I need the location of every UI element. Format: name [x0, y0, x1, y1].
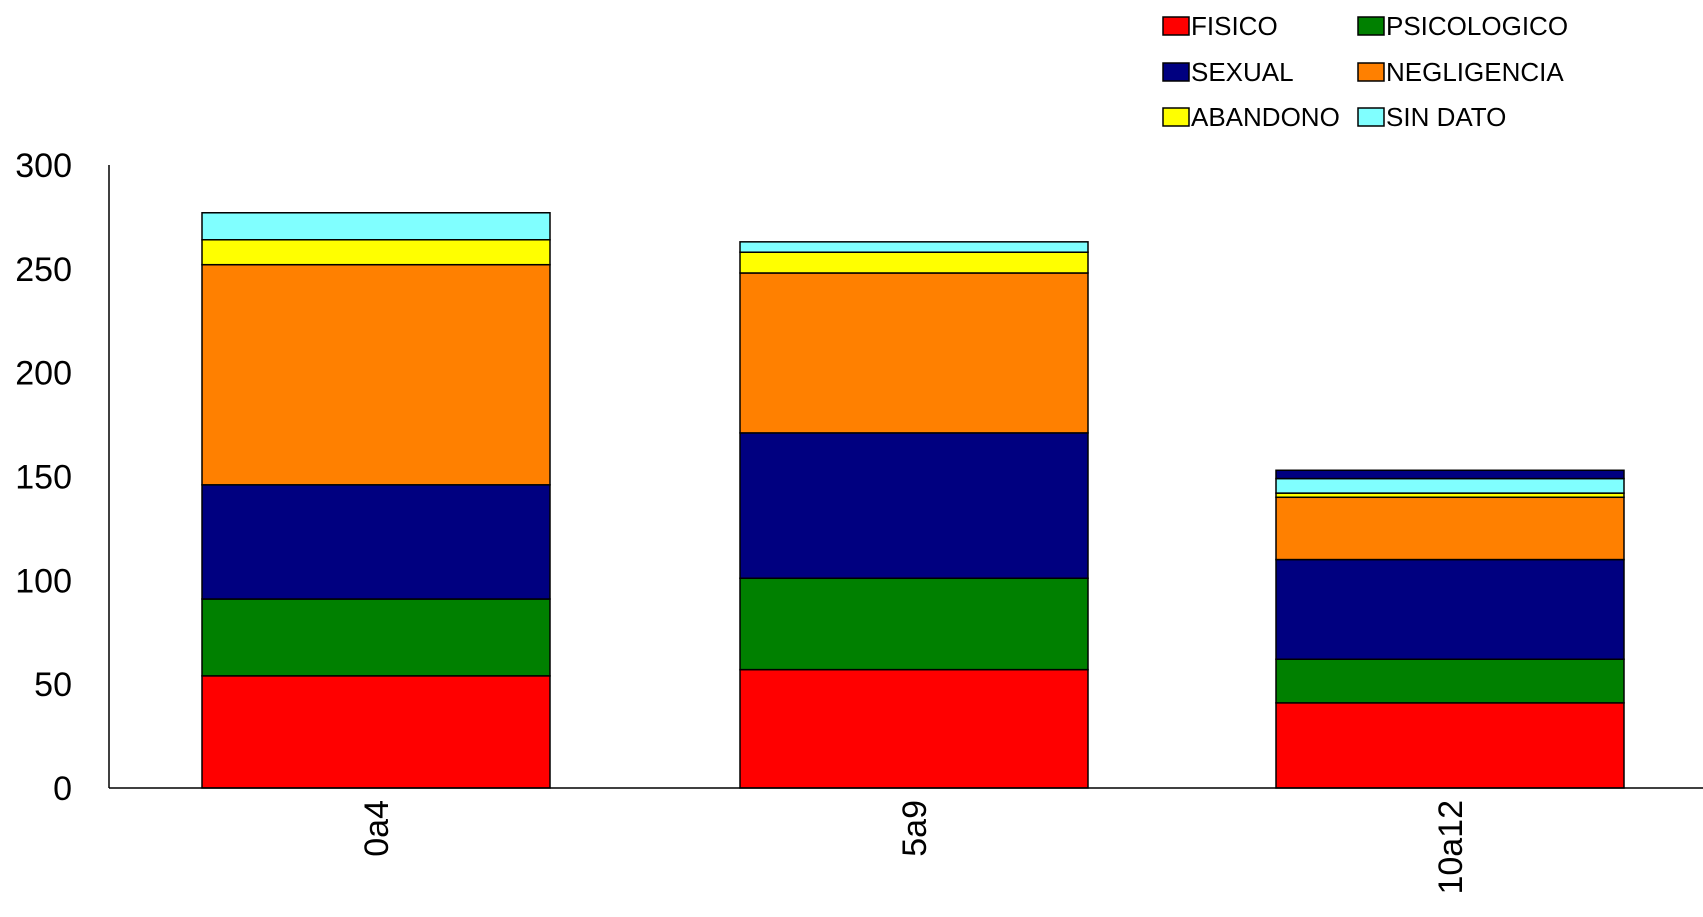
bar-segment-abandono-5a9: [739, 251, 1089, 274]
legend-swatch-fisico: [1162, 16, 1190, 36]
y-tick-label: 200: [15, 355, 72, 393]
x-tick-label-5a9: 5a9: [896, 800, 934, 857]
bar-segment-sexual-10a12: [1275, 558, 1625, 660]
bar-segment-psicologico-0a4: [201, 598, 551, 677]
y-tick-label: 100: [15, 562, 72, 600]
y-tick-label: 150: [15, 459, 72, 497]
bar-segment-sin-dato-0a4: [201, 212, 551, 241]
bar-segment-fisico-0a4: [201, 675, 551, 789]
legend-label-negligencia: NEGLIGENCIA: [1386, 57, 1564, 87]
legend-swatch-psicologico: [1357, 16, 1385, 36]
bar-segment-sin-dato-10a12: [1275, 477, 1625, 494]
bar-segment-psicologico-5a9: [739, 577, 1089, 671]
bar-segment-negligencia-10a12: [1275, 496, 1625, 561]
legend: FISICO PSICOLOGICO SEXUAL NEGLIGENCIA ABANDO…: [1162, 11, 1568, 132]
axes-layer: 0 50 100 150 200 250 300 0a4 5a9 10a12: [15, 147, 1703, 895]
bar-segment-negligencia-0a4: [201, 263, 551, 486]
y-tick-label: 50: [34, 666, 72, 704]
bar-segment-extra-10a12: [1275, 469, 1625, 480]
bar-segment-psicologico-10a12: [1275, 658, 1625, 704]
bar-segment-sin-dato-5a9: [739, 241, 1089, 253]
bar-segment-negligencia-5a9: [739, 272, 1089, 434]
y-tick-label: 250: [15, 251, 72, 289]
legend-label-psicologico: PSICOLOGICO: [1386, 11, 1568, 41]
y-tick-label: 300: [15, 147, 72, 185]
bar-segment-abandono-0a4: [201, 239, 551, 266]
bar-segment-sexual-5a9: [739, 432, 1089, 580]
legend-label-sexual: SEXUAL: [1191, 57, 1294, 87]
legend-swatch-negligencia: [1357, 62, 1385, 82]
legend-swatch-sin-dato: [1357, 107, 1385, 127]
x-tick-label-0a4: 0a4: [358, 800, 396, 857]
legend-label-sin-dato: SIN DATO: [1386, 102, 1506, 132]
x-tick-label-10a12: 10a12: [1432, 800, 1470, 895]
legend-swatch-abandono: [1162, 107, 1190, 127]
bars-layer: [201, 212, 1625, 789]
legend-label-abandono: ABANDONO: [1191, 102, 1340, 132]
y-tick-label: 0: [53, 770, 72, 808]
bar-segment-fisico-5a9: [739, 668, 1089, 789]
bar-segment-sexual-0a4: [201, 484, 551, 600]
bar-segment-fisico-10a12: [1275, 702, 1625, 789]
legend-swatch-sexual: [1162, 62, 1190, 82]
legend-label-fisico: FISICO: [1191, 11, 1278, 41]
